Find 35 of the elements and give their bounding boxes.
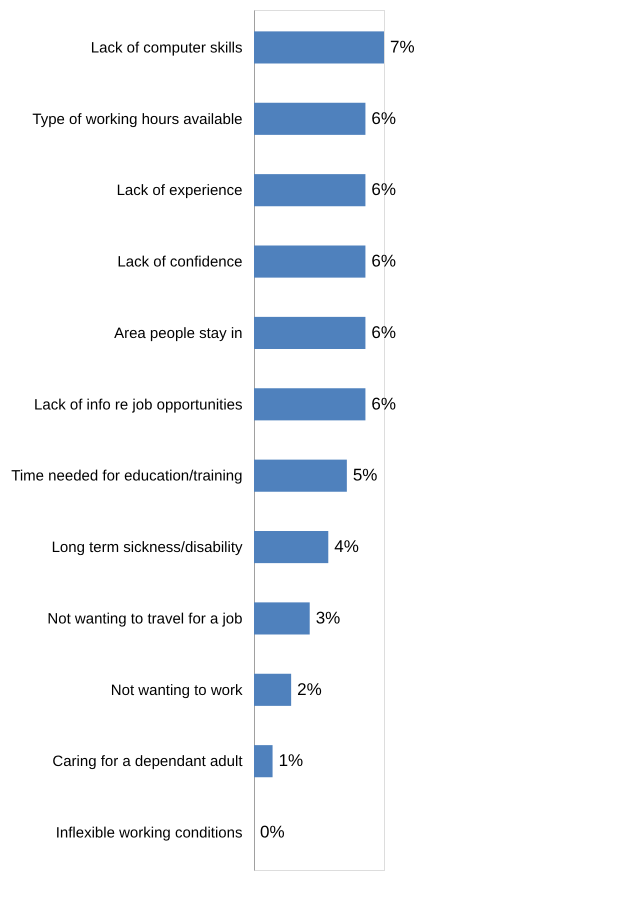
- data-label: 6%: [371, 322, 396, 342]
- y-tick-label: Lack of confidence: [117, 254, 242, 271]
- data-label: 6%: [371, 180, 396, 200]
- y-tick-label: Long term sickness/disability: [52, 539, 243, 556]
- data-label: 0%: [260, 822, 285, 842]
- bar: [254, 174, 366, 206]
- bar: [254, 31, 384, 64]
- data-label: 7%: [390, 37, 415, 56]
- bar: [254, 388, 366, 420]
- bar: [254, 530, 328, 564]
- y-tick-label: Lack of experience: [116, 182, 242, 200]
- data-label: 6%: [371, 252, 396, 271]
- data-label: 6%: [371, 108, 396, 128]
- y-tick-label: Caring for a dependant adult: [52, 753, 244, 770]
- data-label: 1%: [278, 751, 304, 770]
- data-label: 4%: [334, 537, 359, 556]
- bar: [254, 602, 310, 634]
- y-tick-label: Not wanting to travel for a job: [47, 610, 242, 628]
- bar: [254, 674, 292, 706]
- y-tick-label: Area people stay in: [114, 324, 242, 342]
- bar: [254, 246, 366, 278]
- bar: [254, 102, 366, 135]
- bar: [254, 460, 347, 492]
- y-tick-label: Type of working hours available: [32, 110, 242, 128]
- y-tick-label: Inflexible working conditions: [56, 824, 242, 842]
- y-tick-label: Lack of computer skills: [90, 39, 242, 56]
- y-tick-label: Time needed for education/training: [11, 468, 242, 485]
- bar: [254, 316, 366, 350]
- data-label: 3%: [316, 608, 340, 628]
- y-tick-label: Lack of info re job opportunities: [34, 396, 242, 414]
- y-tick-label: Not wanting to work: [110, 682, 243, 699]
- data-label: 6%: [371, 394, 396, 414]
- data-label: 5%: [352, 466, 378, 485]
- data-label: 2%: [297, 680, 322, 699]
- bar: [254, 745, 273, 778]
